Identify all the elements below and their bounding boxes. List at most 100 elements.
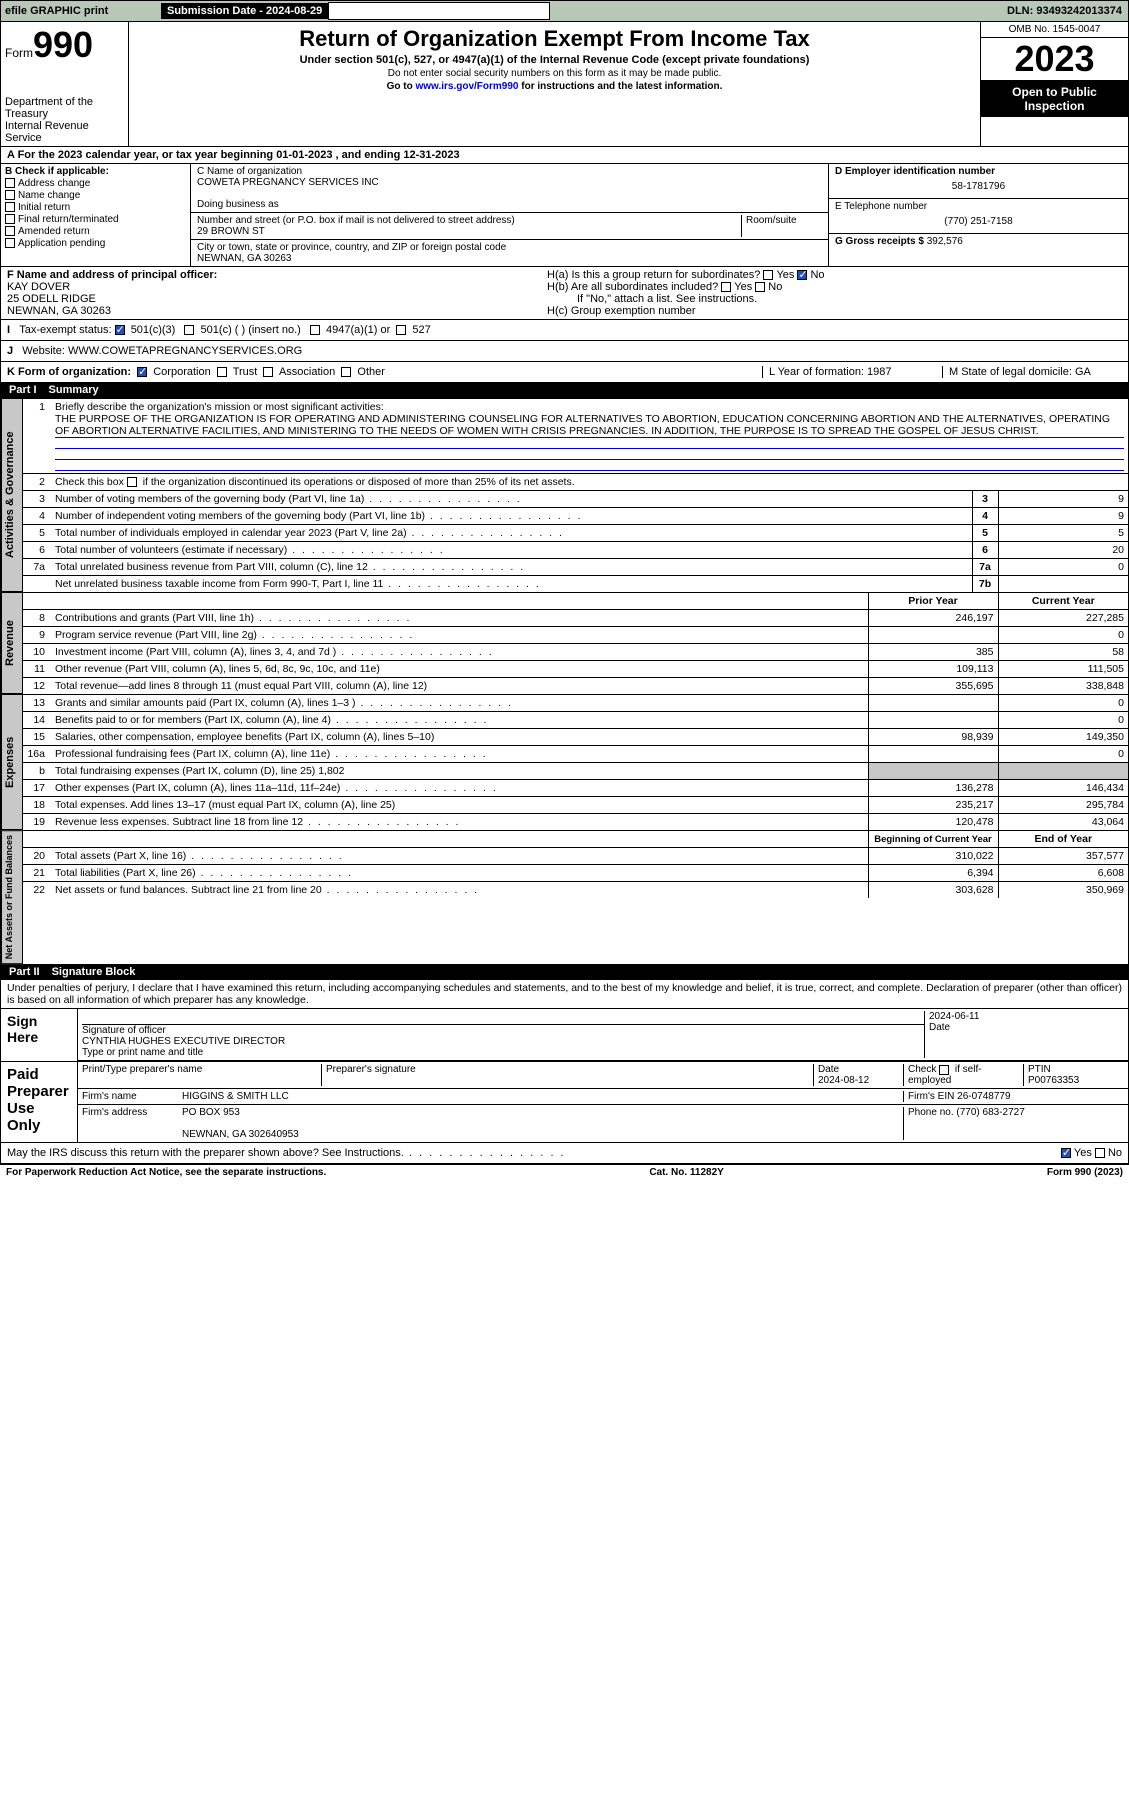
chk-assoc[interactable] <box>263 367 273 377</box>
submission-date-blank <box>328 2 550 20</box>
chk-discontinued[interactable] <box>127 477 137 487</box>
gross-receipts-value: 392,576 <box>927 236 963 247</box>
street-label: Number and street (or P.O. box if mail i… <box>197 215 737 226</box>
firm-name: HIGGINS & SMITH LLC <box>182 1091 904 1102</box>
ein-label: D Employer identification number <box>835 166 1122 177</box>
form-prefix: Form <box>5 46 33 60</box>
prep-date: 2024-08-12 <box>818 1075 869 1086</box>
line7b: Net unrelated business taxable income fr… <box>51 576 972 593</box>
sign-here-label: Sign Here <box>1 1009 77 1061</box>
subtitle-3: Go to www.irs.gov/Form990 for instructio… <box>137 81 972 92</box>
officer-addr1: 25 ODELL RIDGE <box>7 293 535 305</box>
org-name-label: C Name of organization <box>197 166 822 177</box>
chk-initial-return[interactable]: Initial return <box>5 202 186 213</box>
chk-4947[interactable] <box>310 325 320 335</box>
chk-address-change[interactable]: Address change <box>5 178 186 189</box>
discuss-no-chk[interactable] <box>1095 1148 1105 1158</box>
line5: Total number of individuals employed in … <box>51 525 972 542</box>
chk-amended-return[interactable]: Amended return <box>5 226 186 237</box>
chk-corp[interactable] <box>137 367 147 377</box>
room-suite-label: Room/suite <box>742 215 822 237</box>
col-current: Current Year <box>998 593 1128 610</box>
officer-addr2: NEWNAN, GA 30263 <box>7 305 535 317</box>
state-domicile: M State of legal domicile: GA <box>942 366 1122 378</box>
line4: Number of independent voting members of … <box>51 508 972 525</box>
line17: Other expenses (Part IX, column (A), lin… <box>51 780 868 797</box>
line13: Grants and similar amounts paid (Part IX… <box>51 695 868 712</box>
line18: Total expenses. Add lines 13–17 (must eq… <box>51 797 868 814</box>
prep-date-label: Date <box>818 1064 839 1075</box>
dba-label: Doing business as <box>197 199 822 210</box>
city: NEWNAN, GA 30263 <box>197 253 822 264</box>
hc-question: H(c) Group exemption number <box>547 305 1122 317</box>
ein-value: 58-1781796 <box>835 177 1122 196</box>
form-number: 990 <box>33 24 93 65</box>
firm-addr-label: Firm's address <box>82 1107 147 1118</box>
sig-officer-label: Signature of officer <box>82 1025 924 1036</box>
sec-b-header: B Check if applicable: <box>5 166 186 177</box>
omb-number: OMB No. 1545-0047 <box>981 22 1128 38</box>
efile-label[interactable]: efile GRAPHIC print <box>1 3 161 19</box>
perjury-statement: Under penalties of perjury, I declare th… <box>1 980 1128 1008</box>
chk-final-return[interactable]: Final return/terminated <box>5 214 186 225</box>
main-title: Return of Organization Exempt From Incom… <box>137 26 972 52</box>
chk-other[interactable] <box>341 367 351 377</box>
chk-527[interactable] <box>396 325 406 335</box>
sig-date-value: 2024-06-11 <box>929 1011 1124 1022</box>
phone-label: E Telephone number <box>835 201 1122 212</box>
officer-name: KAY DOVER <box>7 281 535 293</box>
officer-label: F Name and address of principal officer: <box>7 269 535 281</box>
street: 29 BROWN ST <box>197 226 737 237</box>
q1-text: THE PURPOSE OF THE ORGANIZATION IS FOR O… <box>55 413 1110 437</box>
website-label: Website: <box>22 345 65 357</box>
line9: Program service revenue (Part VIII, line… <box>51 627 868 644</box>
line8: Contributions and grants (Part VIII, lin… <box>51 610 868 627</box>
submission-date: Submission Date - 2024-08-29 <box>161 3 328 19</box>
subtitle-2: Do not enter social security numbers on … <box>137 68 972 79</box>
irs-link[interactable]: www.irs.gov/Form990 <box>415 81 518 92</box>
ptin-value: P00763353 <box>1028 1075 1079 1086</box>
open-to-public: Open to Public Inspection <box>981 81 1128 117</box>
chk-501c[interactable] <box>184 325 194 335</box>
line14: Benefits paid to or for members (Part IX… <box>51 712 868 729</box>
hb-question: H(b) Are all subordinates included? Yes … <box>547 281 1122 293</box>
sig-type-label: Type or print name and title <box>82 1047 924 1058</box>
chk-app-pending[interactable]: Application pending <box>5 238 186 249</box>
line21: Total liabilities (Part X, line 26) <box>51 865 868 882</box>
section-b: B Check if applicable: Address change Na… <box>1 164 191 266</box>
line20: Total assets (Part X, line 16) <box>51 848 868 865</box>
line22: Net assets or fund balances. Subtract li… <box>51 882 868 899</box>
col-prior: Prior Year <box>868 593 998 610</box>
tab-governance: Activities & Governance <box>1 398 23 592</box>
sig-officer-name: CYNTHIA HUGHES EXECUTIVE DIRECTOR <box>82 1036 924 1047</box>
chk-name-change[interactable]: Name change <box>5 190 186 201</box>
line7a: Total unrelated business revenue from Pa… <box>51 559 972 576</box>
chk-selfemp[interactable] <box>939 1065 949 1075</box>
gross-receipts-label: G Gross receipts $ <box>835 236 924 247</box>
discuss-yes-chk[interactable] <box>1061 1148 1071 1158</box>
sig-date-label: Date <box>929 1022 1124 1033</box>
ha-yes-chk[interactable] <box>763 270 773 280</box>
hb-no-chk[interactable] <box>755 282 765 292</box>
chk-501c3[interactable] <box>115 325 125 335</box>
line3: Number of voting members of the governin… <box>51 491 972 508</box>
city-label: City or town, state or province, country… <box>197 242 822 253</box>
line6: Total number of volunteers (estimate if … <box>51 542 972 559</box>
footer-right: Form 990 (2023) <box>1047 1167 1123 1178</box>
line19: Revenue less expenses. Subtract line 18 … <box>51 814 868 831</box>
q1-label: Briefly describe the organization's miss… <box>55 401 384 413</box>
line16b: Total fundraising expenses (Part IX, col… <box>51 763 868 780</box>
form-of-org: K Form of organization: Corporation Trus… <box>7 366 762 378</box>
col-beginning: Beginning of Current Year <box>868 831 998 848</box>
firm-ein: 26-0748779 <box>957 1091 1010 1102</box>
year-formation: L Year of formation: 1987 <box>762 366 942 378</box>
form-header: Form990 Department of the Treasury Inter… <box>1 22 1128 146</box>
hb-yes-chk[interactable] <box>721 282 731 292</box>
dept-treasury: Department of the Treasury <box>5 96 124 120</box>
hb-note: If "No," attach a list. See instructions… <box>547 293 1122 305</box>
line16a: Professional fundraising fees (Part IX, … <box>51 746 868 763</box>
line-a-taxyear: A For the 2023 calendar year, or tax yea… <box>1 147 466 163</box>
line10: Investment income (Part VIII, column (A)… <box>51 644 868 661</box>
chk-trust[interactable] <box>217 367 227 377</box>
ha-no-chk[interactable] <box>797 270 807 280</box>
